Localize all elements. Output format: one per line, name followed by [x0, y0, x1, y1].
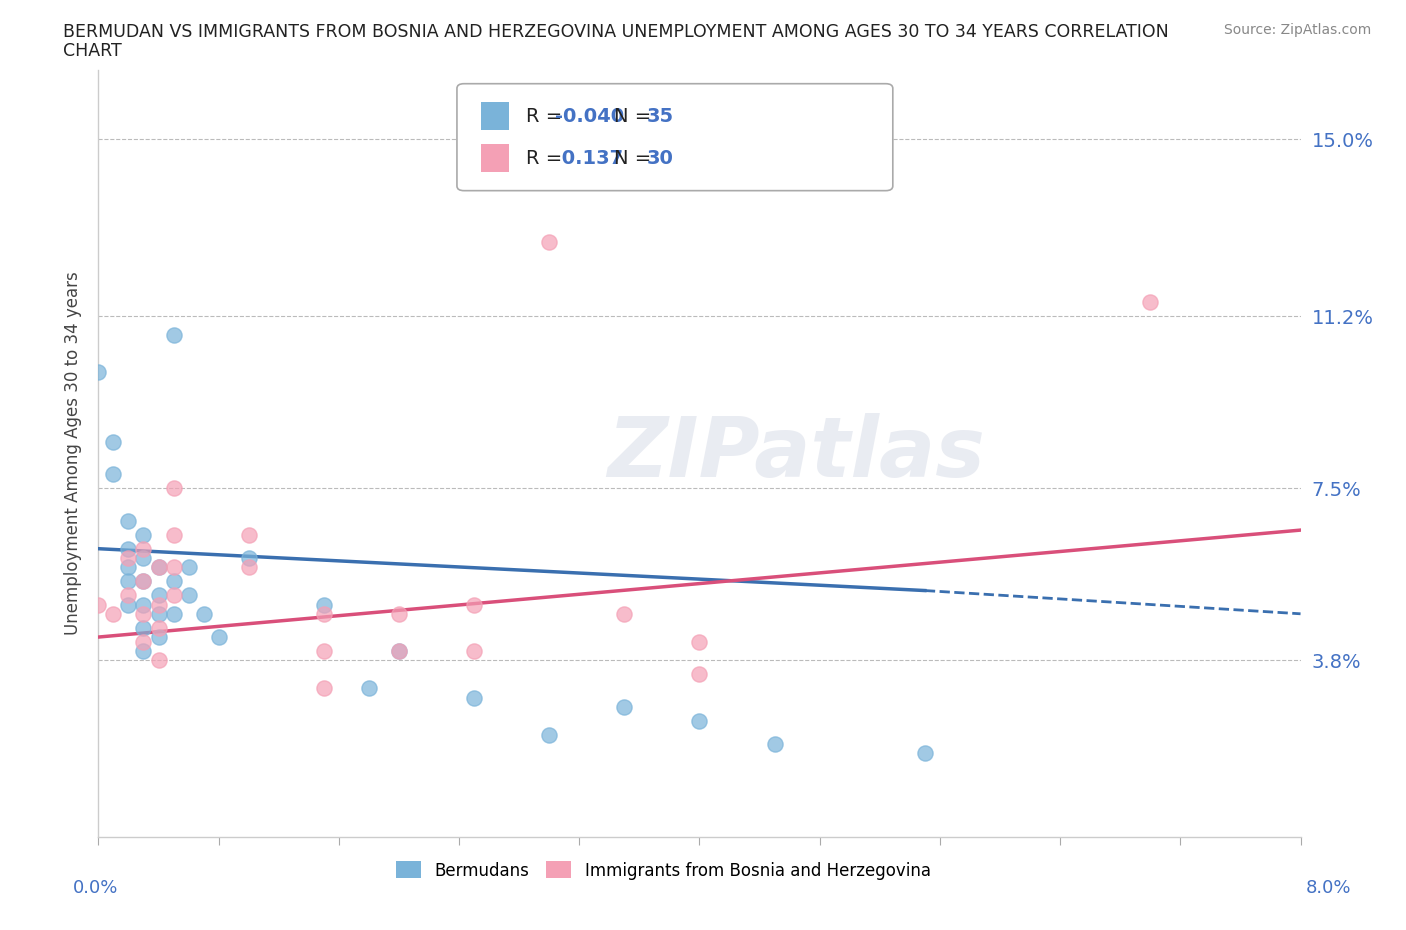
Point [148, 597, 170, 612]
Point [312, 681, 335, 696]
Point [193, 606, 215, 621]
Point [763, 737, 786, 751]
Point [538, 727, 561, 742]
Point [357, 681, 380, 696]
Point [148, 653, 170, 668]
Point [238, 551, 260, 565]
Point [162, 574, 184, 589]
Point [148, 630, 170, 644]
Text: N =: N = [614, 107, 658, 126]
Point [103, 434, 125, 449]
Point [208, 630, 231, 644]
Text: N =: N = [614, 149, 658, 167]
Point [238, 560, 260, 575]
Point [132, 574, 155, 589]
Point [132, 541, 155, 556]
Text: -0.040: -0.040 [555, 107, 624, 126]
Point [388, 644, 411, 658]
Point [613, 606, 636, 621]
Point [177, 560, 200, 575]
Point [132, 551, 155, 565]
Text: R =: R = [526, 107, 568, 126]
Point [688, 713, 710, 728]
Y-axis label: Unemployment Among Ages 30 to 34 years: Unemployment Among Ages 30 to 34 years [65, 272, 83, 635]
Point [117, 541, 139, 556]
Point [162, 588, 184, 603]
Point [87, 365, 110, 379]
Point [132, 644, 155, 658]
Point [238, 527, 260, 542]
Point [162, 327, 184, 342]
Point [162, 527, 184, 542]
Point [148, 560, 170, 575]
Point [132, 597, 155, 612]
Point [148, 606, 170, 621]
Point [1139, 295, 1161, 310]
Point [162, 481, 184, 496]
Point [117, 588, 139, 603]
Point [312, 597, 335, 612]
Point [117, 551, 139, 565]
Point [117, 513, 139, 528]
Point [463, 690, 485, 705]
Point [103, 467, 125, 482]
Point [312, 644, 335, 658]
Point [148, 620, 170, 635]
Point [117, 597, 139, 612]
Point [162, 560, 184, 575]
Text: 35: 35 [647, 107, 673, 126]
Point [103, 606, 125, 621]
Text: CHART: CHART [63, 42, 122, 60]
Legend: Bermudans, Immigrants from Bosnia and Herzegovina: Bermudans, Immigrants from Bosnia and He… [389, 855, 938, 886]
Point [132, 527, 155, 542]
Point [388, 606, 411, 621]
Text: 8.0%: 8.0% [1306, 879, 1351, 897]
Text: R =: R = [526, 149, 568, 167]
Point [538, 234, 561, 249]
Point [688, 634, 710, 649]
Point [914, 746, 936, 761]
Point [132, 634, 155, 649]
Point [688, 667, 710, 682]
Point [117, 560, 139, 575]
Point [312, 606, 335, 621]
Point [132, 574, 155, 589]
Point [463, 644, 485, 658]
Point [463, 597, 485, 612]
Point [132, 606, 155, 621]
Point [148, 560, 170, 575]
Point [162, 606, 184, 621]
Text: 30: 30 [647, 149, 673, 167]
Point [87, 597, 110, 612]
Text: ZIPatlas: ZIPatlas [607, 413, 984, 494]
Point [177, 588, 200, 603]
Point [388, 644, 411, 658]
Point [148, 588, 170, 603]
Text: Source: ZipAtlas.com: Source: ZipAtlas.com [1223, 23, 1371, 37]
Point [132, 620, 155, 635]
Point [117, 574, 139, 589]
Text: 0.137: 0.137 [555, 149, 623, 167]
Point [613, 699, 636, 714]
Text: BERMUDAN VS IMMIGRANTS FROM BOSNIA AND HERZEGOVINA UNEMPLOYMENT AMONG AGES 30 TO: BERMUDAN VS IMMIGRANTS FROM BOSNIA AND H… [63, 23, 1168, 41]
Text: 0.0%: 0.0% [73, 879, 118, 897]
